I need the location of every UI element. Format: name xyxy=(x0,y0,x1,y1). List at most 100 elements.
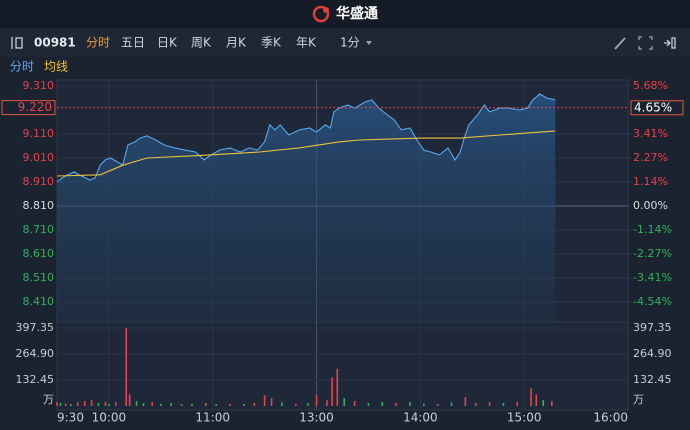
volume-bar xyxy=(243,404,245,406)
volume-bar xyxy=(270,398,273,406)
volume-bar xyxy=(315,395,318,406)
y-tick-label: 9.010 xyxy=(23,151,55,164)
volume-bar xyxy=(151,402,153,406)
volume-bar xyxy=(551,401,553,406)
volume-bar xyxy=(450,402,453,406)
volume-bar xyxy=(535,394,538,406)
volume-bar xyxy=(263,395,266,406)
y2-tick-label: 5.68% xyxy=(633,79,668,92)
dropdown-arrow[interactable] xyxy=(366,41,372,45)
volume-bar xyxy=(142,403,145,406)
last-change-box xyxy=(630,100,684,116)
volume-tick-label-right: 397.35 xyxy=(633,321,672,334)
volume-bar xyxy=(229,403,231,406)
y-tick-label: 8.610 xyxy=(23,247,55,260)
header-bar xyxy=(0,0,690,28)
volume-bar xyxy=(128,394,131,406)
volume-unit-right: 万 xyxy=(633,393,644,406)
expand-icon[interactable] xyxy=(664,37,676,49)
volume-bar xyxy=(488,402,491,406)
period-tab[interactable]: 周K xyxy=(191,36,212,50)
y2-tick-label: 2.27% xyxy=(633,151,668,164)
volume-bar xyxy=(530,388,532,406)
volume-bar xyxy=(135,401,138,406)
volume-bar xyxy=(56,402,58,406)
volume-bar xyxy=(160,403,162,406)
volume-bar xyxy=(281,402,283,406)
volume-bar xyxy=(104,401,107,406)
volume-bar xyxy=(108,403,110,406)
legend-entry[interactable]: 均线 xyxy=(44,60,68,74)
volume-bar xyxy=(125,328,128,406)
x-tick-label: 10:00 xyxy=(92,411,127,425)
toolbar xyxy=(0,29,690,57)
x-tick-label: 13:00 xyxy=(299,411,334,425)
logo-text: 华盛通 xyxy=(336,5,378,22)
collapse-icon[interactable] xyxy=(11,37,23,49)
volume-bar xyxy=(97,403,100,406)
y-tick-label: 8.810 xyxy=(23,199,55,212)
last-price-box xyxy=(1,100,56,116)
volume-bar xyxy=(90,400,93,406)
period-tab[interactable]: 五日 xyxy=(121,36,145,50)
volume-bar xyxy=(115,402,117,406)
volume-bar xyxy=(436,404,439,406)
period-tab[interactable]: 分时 xyxy=(86,36,110,50)
last-price-label: 9.220 xyxy=(18,100,52,114)
y2-tick-label: -1.14% xyxy=(633,223,672,236)
volume-bar xyxy=(253,403,256,406)
volume-bar xyxy=(381,402,384,406)
last-change-label: 4.65% xyxy=(634,100,672,114)
volume-tick-label-right: 264.90 xyxy=(633,347,672,360)
period-tab[interactable]: 年K xyxy=(296,36,317,50)
price-line xyxy=(56,93,556,183)
volume-bar xyxy=(502,403,505,406)
period-tab[interactable]: 月K xyxy=(226,36,247,50)
draw-icon[interactable] xyxy=(614,37,626,50)
volume-bar xyxy=(83,401,86,406)
y2-tick-label: 0.00% xyxy=(633,199,668,212)
volume-bar xyxy=(180,404,183,406)
volume-bar xyxy=(64,403,67,406)
legend-bar xyxy=(0,57,690,79)
logo-icon xyxy=(312,5,330,23)
volume-bar xyxy=(516,402,519,406)
volume-tick-label: 132.45 xyxy=(16,373,55,386)
period-tab[interactable]: 季K xyxy=(261,36,282,50)
volume-bar xyxy=(395,403,397,406)
volume-bar xyxy=(343,398,346,406)
x-tick-label: 9:30 xyxy=(57,411,84,425)
volume-bar xyxy=(205,403,207,406)
y-tick-label: 8.510 xyxy=(23,271,55,284)
y-tick-label: 9.110 xyxy=(23,127,55,140)
volume-unit: 万 xyxy=(43,393,54,406)
y2-tick-label: -4.54% xyxy=(633,295,672,308)
x-tick-label: 15:00 xyxy=(507,411,542,425)
volume-pane xyxy=(56,321,629,411)
volume-bar xyxy=(59,403,62,406)
price-area xyxy=(57,93,556,323)
y2-tick-label: -3.41% xyxy=(633,271,672,284)
fullscreen-icon[interactable] xyxy=(638,36,653,50)
volume-bar xyxy=(353,401,356,406)
volume-bar xyxy=(464,397,467,406)
volume-bar xyxy=(170,403,172,406)
y-tick-label: 9.310 xyxy=(23,79,55,92)
interval-select[interactable]: 1分 xyxy=(340,36,360,50)
y-tick-label: 8.410 xyxy=(23,295,55,308)
volume-bar xyxy=(336,368,339,406)
x-tick-label: 16:00 xyxy=(593,411,628,425)
average-line xyxy=(56,130,556,177)
volume-bar xyxy=(76,402,79,406)
volume-bar xyxy=(409,402,411,406)
legend-entry[interactable]: 分时 xyxy=(10,60,34,74)
x-tick-label: 14:00 xyxy=(403,411,438,425)
volume-bar xyxy=(294,403,297,406)
volume-bar xyxy=(70,404,72,406)
volume-bar xyxy=(307,403,309,406)
y-tick-label: 8.710 xyxy=(23,223,55,236)
volume-bar xyxy=(474,403,477,406)
y-tick-label: 8.910 xyxy=(23,175,55,188)
period-tab[interactable]: 日K xyxy=(157,36,178,50)
